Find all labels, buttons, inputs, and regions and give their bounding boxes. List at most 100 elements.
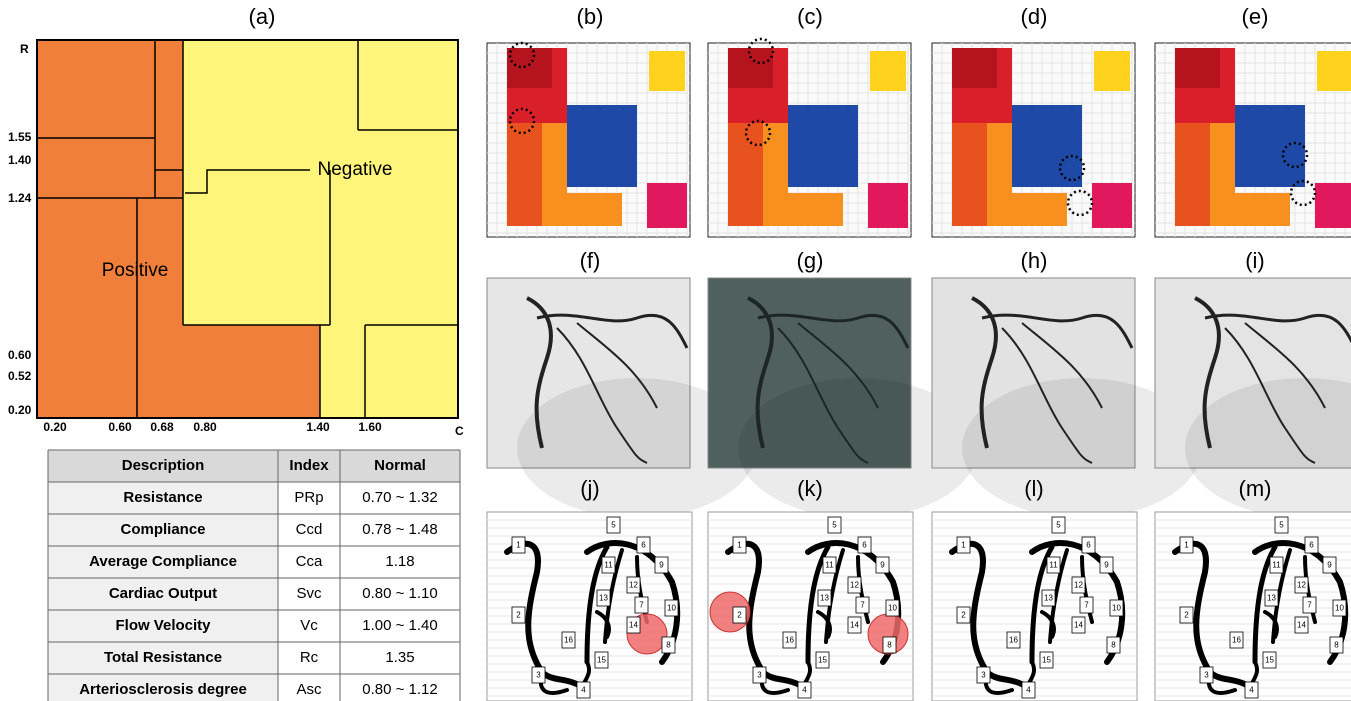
y-tick-label: 1.40 [8, 153, 32, 167]
segment-label: 9 [659, 561, 664, 570]
y-tick-label: 0.20 [8, 403, 32, 417]
segment-label: 8 [1334, 641, 1339, 650]
segment-label: 14 [850, 621, 859, 630]
panel-label: (h) [1021, 248, 1048, 273]
panel-label: (a) [249, 4, 276, 29]
table-cell: Arteriosclerosis degree [79, 681, 247, 698]
table-cell: 1.18 [385, 553, 414, 570]
x-tick-label: 1.40 [306, 420, 330, 434]
segment-label: 14 [629, 621, 638, 630]
segment-label: 16 [1009, 636, 1018, 645]
table-header: Description [122, 457, 205, 474]
table-cell: PRp [294, 489, 323, 506]
table-cell: Cardiac Output [109, 585, 217, 602]
table-cell: 0.80 ~ 1.12 [362, 681, 437, 698]
table-cell: Resistance [123, 489, 202, 506]
zone-map [708, 39, 911, 237]
segment-label: 15 [818, 656, 827, 665]
segment-label: 12 [629, 581, 638, 590]
zone-map [1155, 43, 1351, 237]
segment-label: 2 [1184, 611, 1189, 620]
zone-map [487, 43, 690, 237]
map-zone [649, 51, 685, 91]
segment-label: 9 [1104, 561, 1109, 570]
y-axis-label: R [20, 42, 29, 56]
segment-label: 10 [667, 604, 676, 613]
segment-label: 10 [1335, 604, 1344, 613]
map-zone [1012, 105, 1082, 187]
segment-label: 2 [961, 611, 966, 620]
map-zone [1317, 51, 1351, 91]
segment-label: 7 [1307, 601, 1312, 610]
segment-label: 1 [516, 541, 521, 550]
map-zone [1092, 183, 1132, 228]
table-cell: Rc [300, 649, 319, 666]
table-cell: 0.80 ~ 1.10 [362, 585, 437, 602]
y-tick-label: 0.60 [8, 348, 32, 362]
panel-label: (i) [1245, 248, 1265, 273]
segment-label: 13 [820, 594, 829, 603]
segment-label: 11 [825, 561, 834, 570]
segment-label: 4 [1026, 686, 1031, 695]
segment-label: 5 [1279, 521, 1284, 530]
map-zone [1175, 48, 1220, 88]
region-label: Positive [102, 260, 169, 281]
segment-label: 10 [1112, 604, 1121, 613]
segment-label: 7 [860, 601, 865, 610]
x-axis-label: C [455, 424, 464, 438]
table-cell: 0.70 ~ 1.32 [362, 489, 437, 506]
segment-label: 3 [1204, 671, 1209, 680]
map-zone [952, 48, 997, 88]
table-cell: Asc [296, 681, 322, 698]
segment-label: 9 [880, 561, 885, 570]
segment-label: 7 [1084, 601, 1089, 610]
segment-label: 4 [802, 686, 807, 695]
map-zone [728, 48, 773, 88]
segment-label: 5 [1056, 521, 1061, 530]
segment-label: 8 [887, 641, 892, 650]
segment-label: 15 [1265, 656, 1274, 665]
map-zone [507, 48, 552, 88]
segment-label: 7 [639, 601, 644, 610]
table-cell: 1.35 [385, 649, 414, 666]
segment-label: 10 [888, 604, 897, 613]
zone-map [932, 43, 1135, 237]
segment-label: 3 [757, 671, 762, 680]
x-tick-label: 0.20 [43, 420, 67, 434]
segment-label: 2 [737, 611, 742, 620]
x-tick-label: 0.60 [108, 420, 132, 434]
segment-label: 4 [581, 686, 586, 695]
map-zone [567, 105, 637, 187]
segment-label: 12 [850, 581, 859, 590]
segment-label: 16 [785, 636, 794, 645]
segment-label: 15 [597, 656, 606, 665]
segment-label: 8 [1111, 641, 1116, 650]
map-zone [1094, 51, 1130, 91]
table-cell: Vc [300, 617, 318, 634]
table-cell: Average Compliance [89, 553, 237, 570]
y-tick-label: 1.24 [8, 191, 32, 205]
segment-label: 3 [536, 671, 541, 680]
table-cell: Ccd [296, 521, 323, 538]
table-cell: Svc [296, 585, 322, 602]
table-cell: Cca [296, 553, 323, 570]
segment-label: 15 [1042, 656, 1051, 665]
x-tick-label: 0.80 [193, 420, 217, 434]
panel-label: (e) [1242, 4, 1269, 29]
panel-label: (c) [797, 4, 823, 29]
segment-label: 12 [1297, 581, 1306, 590]
map-zone [868, 183, 908, 228]
table-cell: Compliance [120, 521, 205, 538]
table-header: Normal [374, 457, 426, 474]
segment-label: 9 [1327, 561, 1332, 570]
segment-label: 6 [862, 541, 867, 550]
segment-label: 16 [564, 636, 573, 645]
segment-label: 5 [611, 521, 616, 530]
segment-label: 5 [832, 521, 837, 530]
table-cell: 0.78 ~ 1.48 [362, 521, 437, 538]
panel-label: (g) [797, 248, 824, 273]
map-zone [1315, 183, 1351, 228]
segment-label: 1 [737, 541, 742, 550]
